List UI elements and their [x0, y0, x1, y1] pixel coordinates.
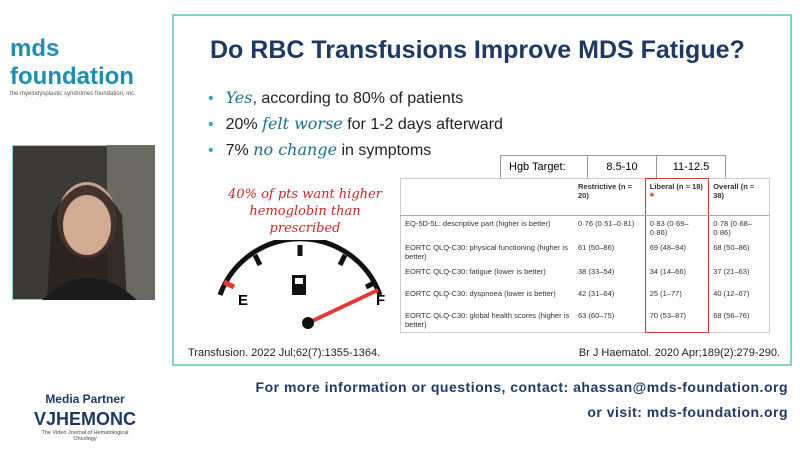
table-row: EORTC QLQ-C30: fatigue (lower is better)…: [401, 264, 770, 286]
visit-text: or visit: mds-foundation.org: [587, 404, 788, 420]
bullet-text: no change: [253, 140, 338, 159]
cell: Liberal (n = 18) *: [644, 178, 710, 216]
cell: EORTC QLQ-C30: fatigue (lower is better): [405, 267, 546, 276]
partner-name: VJHEMONC: [33, 409, 136, 429]
slide-frame: [172, 14, 792, 366]
gauge-empty: E: [238, 292, 248, 309]
bullet-text: Yes: [225, 88, 253, 107]
annotation: 40% of pts want higher hemoglobin than p…: [228, 187, 382, 236]
bullet-text: felt worse: [262, 114, 343, 133]
contact-text: For more information or questions, conta…: [255, 379, 788, 395]
bullet-list: Yes, according to 80% of patients20% fel…: [208, 88, 503, 166]
bullet-text: , according to 80% of patients: [252, 90, 464, 107]
cell: EQ-5D-5L: descriptive part (higher is be…: [405, 219, 551, 228]
citation: Br J Haematol. 2020 Apr;189(2):279-290.: [578, 347, 780, 359]
cell: 34 (14–66): [644, 264, 710, 286]
table-row: EORTC QLQ-C30: physical functioning (hig…: [401, 240, 770, 264]
cell: 69 (48–94): [644, 240, 710, 264]
table-row: EORTC QLQ-C30: global health scores (hig…: [401, 308, 770, 333]
citation: Transfusion. 2022 Jul;62(7):1355-1364.: [188, 347, 381, 359]
cell: 0·78 (0·68–0·86): [713, 219, 752, 237]
cell: 63 (60–75): [578, 311, 615, 320]
cell-text: Liberal (n = 18): [649, 182, 703, 191]
cell: 68 (50–86): [713, 243, 750, 252]
bullet-text: 7%: [225, 142, 254, 159]
webcam: [12, 145, 155, 300]
cell: [400, 178, 574, 216]
logo: mds foundation the myelodysplastic syndr…: [10, 35, 170, 97]
table-row: EORTC QLQ-C30: dyspnoea (lower is better…: [401, 286, 770, 308]
cell: 42 (31–64): [578, 289, 615, 298]
bullet-text: in symptoms: [337, 142, 432, 159]
logo-tagline: the myelodysplastic syndromes foundation…: [10, 91, 136, 97]
cell: 0·83 (0·69–0·86): [644, 215, 710, 240]
cell: 70 (53–87): [644, 308, 710, 333]
media-partner: Media Partner VJHEMONC The Video Journal…: [30, 392, 140, 442]
slide-title: Do RBC Transfusions Improve MDS Fatigue?: [210, 36, 745, 64]
partner-tagline: The Video Journal of Hematological Oncol…: [41, 430, 129, 442]
cell: 61 (50–86): [578, 243, 615, 252]
bullet: Yes, according to 80% of patients: [208, 88, 503, 114]
bullet-text: 20%: [225, 116, 263, 133]
cell: 38 (33–54): [578, 267, 615, 276]
cell: 68 (56–76): [713, 311, 750, 320]
marker: *: [649, 191, 655, 203]
cell: EORTC QLQ-C30: dyspnoea (lower is better…: [405, 289, 556, 298]
cell: EORTC QLQ-C30: physical functioning (hig…: [405, 243, 568, 261]
cell: 8.5-10: [587, 155, 657, 179]
logo-name: mds foundation: [10, 35, 134, 90]
cell: Restrictive (n = 20): [574, 178, 646, 216]
results-table: Restrictive (n = 20) Liberal (n = 18) * …: [400, 178, 770, 333]
cell: 40 (12–67): [713, 289, 750, 298]
cell: Overall (n = 38): [708, 178, 770, 216]
fuel-gauge: E F: [217, 240, 385, 329]
cell: EORTC QLQ-C30: global health scores (hig…: [405, 311, 570, 329]
hgb-target-table: Hgb Target: 8.5-10 11-12.5: [500, 155, 726, 179]
cell: 25 (1–77): [644, 286, 710, 308]
bullet: 7% no change in symptoms: [208, 140, 503, 166]
bullet: 20% felt worse for 1-2 days afterward: [208, 114, 503, 140]
cell: 37 (21–63): [713, 267, 750, 276]
cell: Hgb Target:: [500, 155, 588, 179]
bullet-text: for 1-2 days afterward: [342, 116, 503, 133]
cell: 0·76 (0·51–0·81): [578, 219, 635, 228]
partner-label: Media Partner: [45, 392, 125, 406]
cell: 11-12.5: [656, 155, 726, 179]
table-row: EQ-5D-5L: descriptive part (higher is be…: [401, 215, 770, 240]
gauge-full: F: [376, 292, 385, 309]
